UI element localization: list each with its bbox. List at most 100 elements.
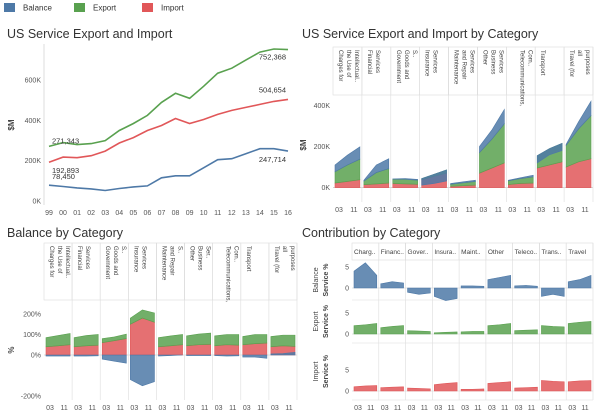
p3-area-import	[242, 342, 268, 356]
p2-area-balance	[565, 100, 592, 147]
p3-y-tick-label: 100%	[23, 332, 41, 339]
p1-series-line-export	[48, 48, 289, 148]
p1-x-tick-label: 99	[45, 210, 53, 217]
p4-area-import	[541, 380, 565, 392]
p3-category-label: Business	[197, 246, 203, 270]
p3-y-tick-label: -200%	[21, 394, 41, 401]
p1-x-tick-label: 14	[256, 210, 264, 217]
p1-series-line-import	[48, 98, 289, 163]
p3-area-balance	[186, 354, 211, 356]
p3-category-label: Insurance	[132, 246, 138, 273]
p2-category-label: all	[576, 50, 582, 56]
p3-y-tick-label: 200%	[23, 312, 41, 319]
p4-area-balance	[380, 281, 404, 289]
p4-y-tick-label: 0	[345, 389, 349, 396]
p2-category-label: Telecommunications,	[518, 50, 524, 106]
legend-item-import[interactable]: Import	[142, 3, 184, 13]
p2-x-tick-label: 03	[537, 207, 545, 214]
p2-category-label: Travel (for	[568, 50, 574, 77]
p2-x-tick-label: 03	[364, 207, 372, 214]
p2-area-balance	[450, 179, 476, 185]
p4-x-tick-label: 11	[555, 405, 562, 412]
legend-swatch-import	[142, 3, 153, 13]
p4-area-export	[434, 331, 458, 335]
p4-area-export	[353, 323, 378, 335]
p2-x-tick-label: 11	[524, 207, 531, 214]
p3-area-balance	[101, 354, 127, 364]
p4-x-tick-label: 11	[501, 405, 508, 412]
p3-x-tick-label: 03	[74, 405, 82, 412]
p3-x-tick-label: 11	[60, 405, 67, 412]
p4-area-import	[460, 388, 485, 392]
p2-x-tick-label: 03	[393, 207, 401, 214]
p3-category-label: Government	[104, 246, 110, 279]
p2-category-label: Goods and	[403, 50, 409, 79]
p4-area-export	[567, 321, 592, 335]
p3-area-export	[214, 334, 240, 347]
p3-area-export	[242, 334, 268, 346]
p4-area-balance	[567, 274, 592, 289]
p2-x-tick-label: 11	[379, 207, 386, 214]
p3-category-label: Intellectual..	[64, 246, 70, 278]
p3-category-label: Telecommunications,	[225, 246, 231, 302]
p2-category-label: Services	[374, 50, 380, 73]
p1-data-label: 247,714	[259, 155, 286, 164]
p3-y-axis-label: %	[7, 346, 16, 353]
p2-y-tick-label: 200K	[314, 144, 331, 151]
p2-category-label: Transport	[539, 50, 545, 76]
p4-x-tick-label: 03	[488, 405, 496, 412]
p3-area-balance	[270, 352, 296, 356]
p1-x-tick-label: 08	[172, 210, 180, 217]
p3-x-tick-label: 03	[159, 405, 167, 412]
p3-area-import	[186, 344, 211, 356]
p4-area-export	[460, 331, 485, 335]
p3-area-export	[101, 333, 127, 344]
p3-x-tick-label: 03	[187, 405, 195, 412]
p2-category-label: Services	[497, 50, 503, 73]
p3-x-tick-label: 11	[285, 405, 292, 412]
p4-category-label: Maint..	[461, 249, 481, 256]
p4-category-label: Other	[488, 249, 505, 256]
p1-x-tick-label: 13	[242, 210, 250, 217]
p4-x-tick-label: 11	[421, 405, 428, 412]
p4-area-balance	[434, 287, 458, 301]
p4-area-balance	[353, 262, 378, 289]
p4-area-import	[407, 387, 431, 392]
p1-x-tick-label: 00	[59, 210, 67, 217]
p4-area-import	[487, 381, 511, 392]
p4-x-tick-label: 03	[515, 405, 523, 412]
p3-area-balance	[158, 354, 183, 357]
p2-y-tick-label: 0K	[321, 185, 330, 192]
p3-x-tick-label: 11	[201, 405, 208, 412]
p2-x-tick-label: 03	[335, 207, 343, 214]
p4-x-tick-label: 03	[381, 405, 389, 412]
legend-swatch-balance	[4, 3, 15, 13]
p2-category-label: Com..	[526, 50, 532, 66]
p3-x-tick-label: 03	[215, 405, 223, 412]
p4-area-import	[434, 382, 458, 392]
p4-area-balance	[514, 285, 538, 289]
legend-item-export[interactable]: Export	[74, 3, 116, 13]
p4-y-tick-label: 5	[345, 368, 349, 375]
p2-category-label: Charges for	[337, 50, 343, 81]
p3-category-label: S..	[176, 246, 182, 254]
p3-x-tick-label: 03	[46, 405, 54, 412]
p3-y-tick-label: 0%	[31, 353, 41, 360]
legend-item-balance[interactable]: Balance	[4, 3, 52, 13]
p4-y-tick-label: 5	[345, 311, 349, 318]
p4-y-tick-label: 0	[345, 286, 349, 293]
p1-y-tick-label: 400K	[25, 118, 42, 125]
p4-row-sublabel: Service %	[323, 354, 330, 388]
legend-swatch-export	[74, 3, 85, 13]
p3-area-import	[130, 317, 155, 356]
p3-x-tick-label: 11	[229, 405, 236, 412]
p4-area-export	[380, 325, 404, 335]
p2-x-tick-label: 11	[466, 207, 473, 214]
p1-data-label: 78,450	[52, 172, 75, 181]
p2-y-axis-label: $M	[299, 139, 308, 150]
p3-area-import	[214, 344, 240, 356]
p3-area-export	[186, 332, 211, 347]
p2-category-label: the Use of	[345, 50, 351, 78]
p4-area-export	[514, 329, 538, 335]
